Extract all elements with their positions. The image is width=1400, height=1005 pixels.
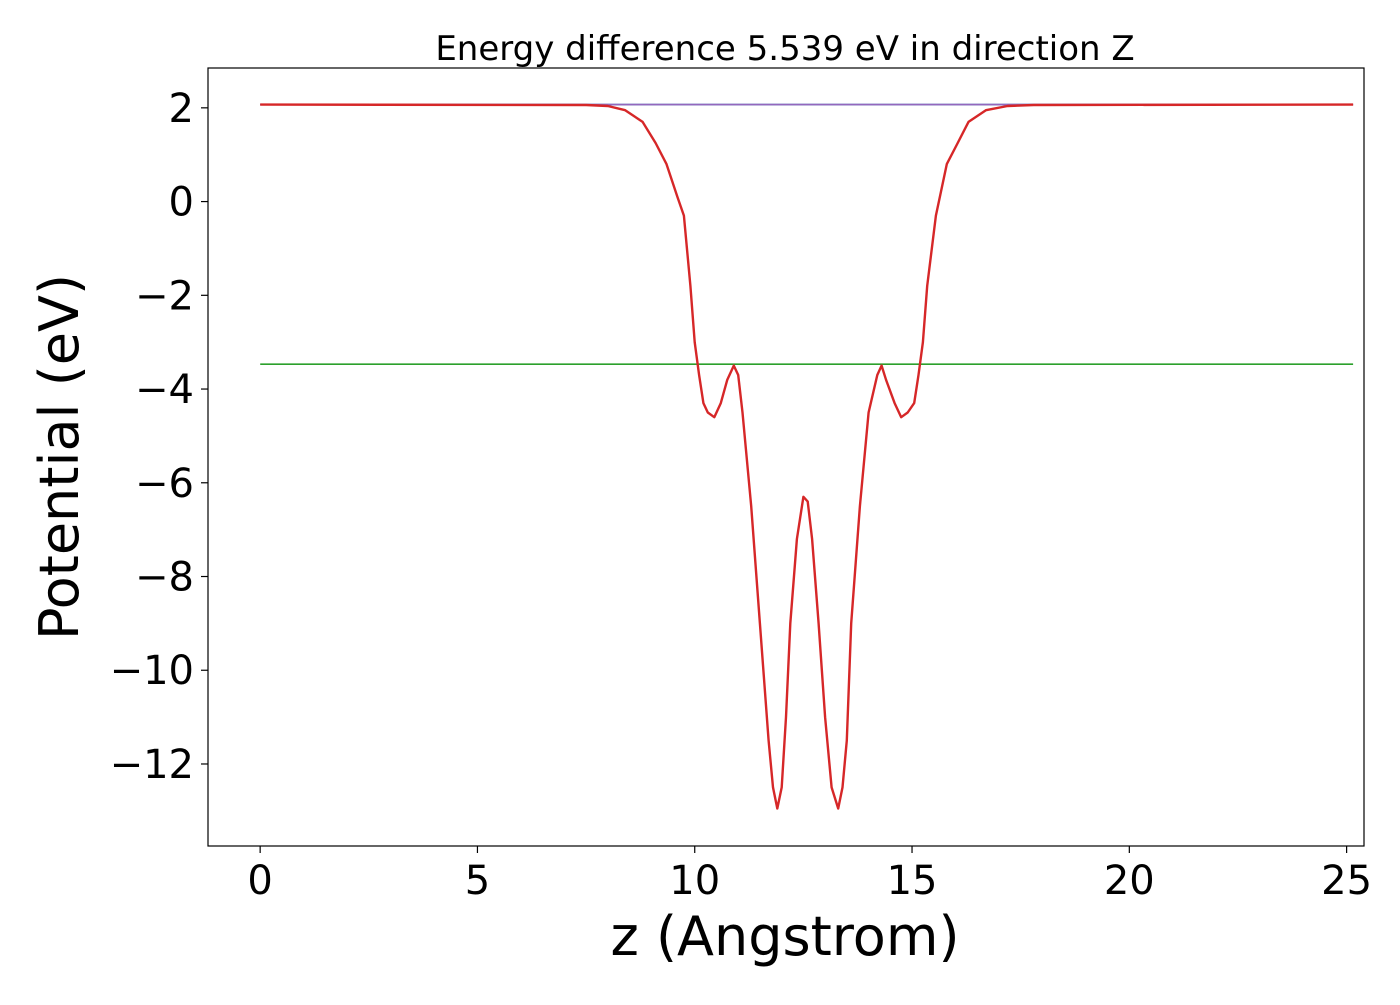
plot-frame (207, 67, 1365, 847)
x-tick-label: 5 (465, 858, 490, 904)
y-tick-label: 2 (169, 86, 194, 132)
chart-title: Energy difference 5.539 eV in direction … (435, 29, 1134, 69)
y-tick-label: −12 (110, 742, 194, 788)
y-tick-label: −6 (135, 461, 194, 507)
x-tick-label: 10 (669, 858, 720, 904)
y-tick-label: 0 (169, 180, 194, 226)
x-tick-label: 20 (1104, 858, 1155, 904)
series-layer (260, 103, 1354, 810)
series-line-4 (260, 103, 1354, 810)
x-tick-label: 0 (247, 858, 272, 904)
x-tick-label: 15 (887, 858, 938, 904)
y-tick-label: −2 (135, 273, 194, 319)
x-tick-label: 25 (1321, 858, 1372, 904)
y-tick-label: −4 (135, 367, 194, 413)
x-axis: 0 5 10 15 20 25 (247, 846, 1372, 904)
y-tick-label: −8 (135, 555, 194, 601)
x-axis-title: z (Angstrom) (610, 905, 959, 968)
y-axis: 2 0 −2 −4 −6 −8 −10 −12 (110, 86, 208, 788)
y-axis-title: Potential (eV) (28, 274, 91, 640)
y-tick-label: −10 (110, 648, 194, 694)
